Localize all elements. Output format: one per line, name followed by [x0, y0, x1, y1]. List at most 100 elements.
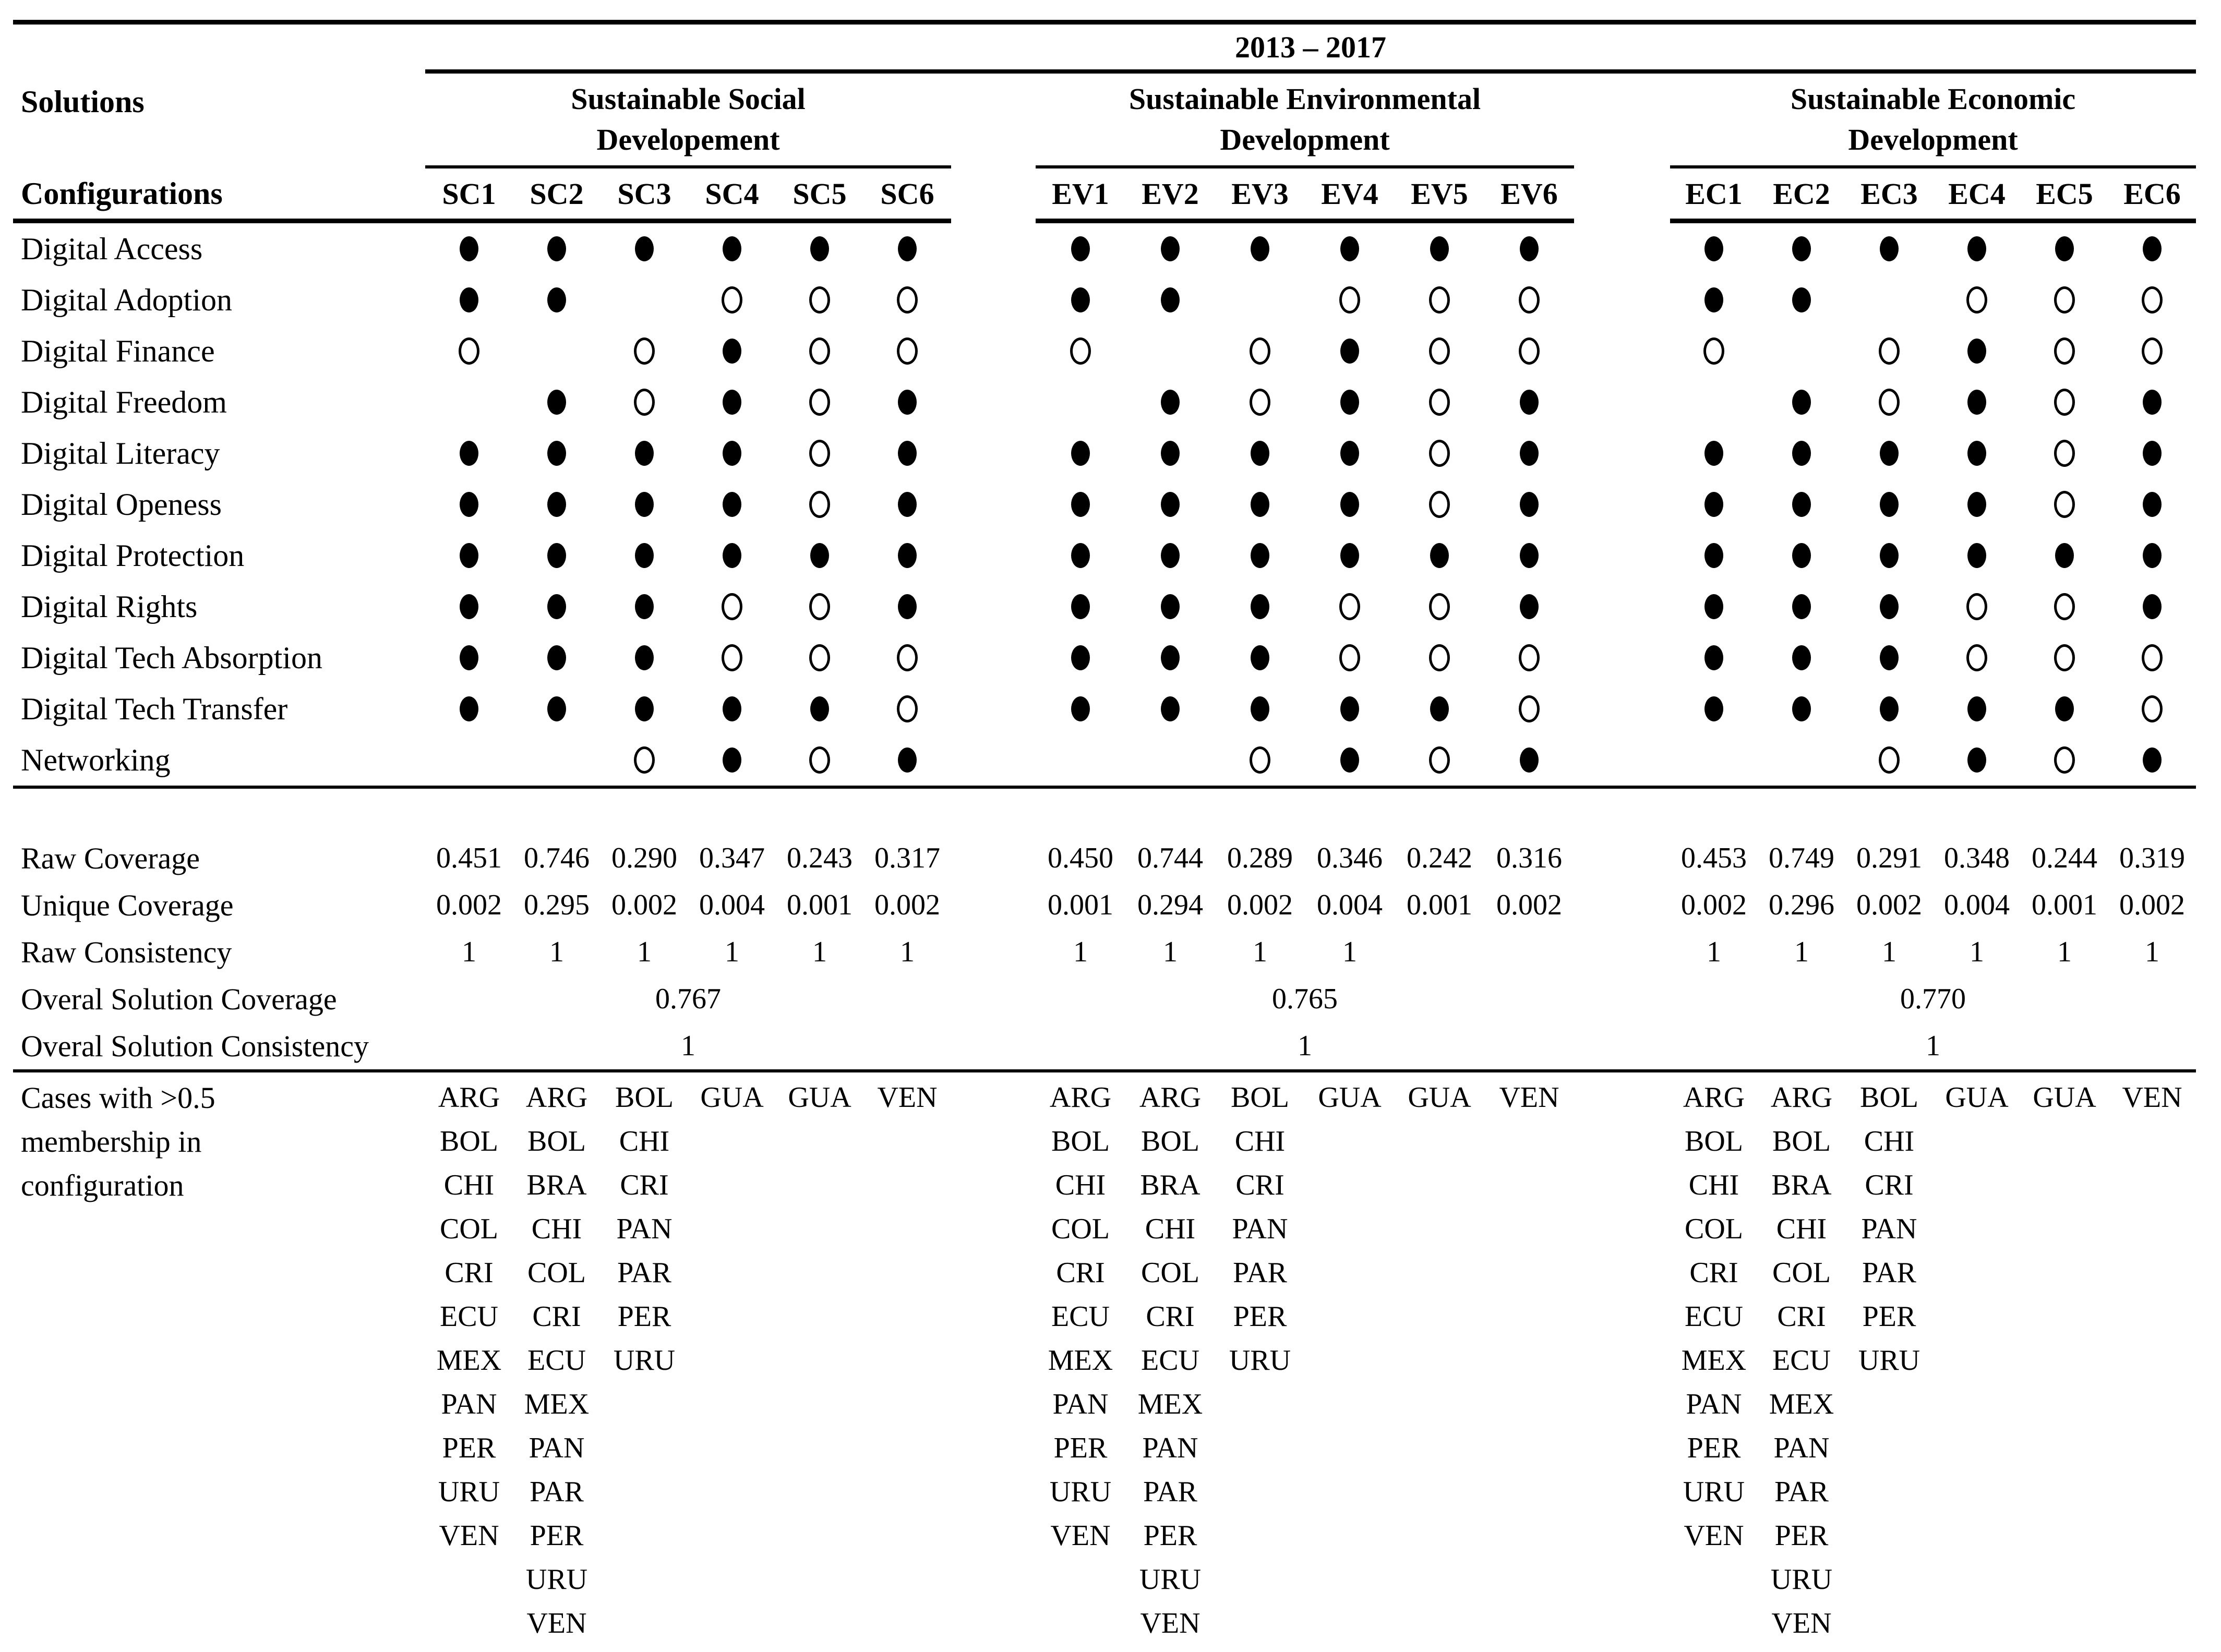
column-gap	[951, 530, 1036, 581]
stat-value: 1	[725, 936, 739, 968]
dot-filled-icon	[1251, 236, 1269, 261]
column-gap	[1574, 975, 1670, 1022]
case-code: CRI	[1689, 1257, 1738, 1289]
dot-cell	[2021, 223, 2108, 274]
column-gap	[1574, 632, 1670, 683]
dot-cell	[425, 223, 513, 274]
cases-label	[13, 1470, 425, 1514]
case-code	[688, 1382, 776, 1426]
stat-value: 0.316	[1496, 842, 1562, 874]
case-code: URU	[1139, 1563, 1202, 1596]
dot-filled-icon	[1792, 287, 1811, 312]
case-code	[1484, 1163, 1574, 1207]
column-header-row: Configurations SC1 SC2 SC3 SC4 SC5 SC6 E…	[13, 168, 2221, 219]
stat-value: 1	[1253, 936, 1267, 968]
case-code: COL	[1051, 1213, 1110, 1245]
dot-filled-icon	[723, 390, 741, 415]
stat-value: 0.244	[2032, 842, 2097, 874]
overall-consistency-row: Overal Solution Consistency 1 1 1	[13, 1022, 2221, 1069]
stat-value: 1	[1707, 936, 1721, 968]
dot-empty-icon	[2054, 593, 2075, 620]
cases-label	[13, 1207, 425, 1251]
col-header-sc1: SC1	[442, 176, 496, 211]
dot-cell	[1670, 581, 1758, 632]
dot-empty-icon	[1250, 337, 1270, 365]
case-code: URU	[613, 1344, 676, 1377]
dot-filled-icon	[1161, 287, 1180, 312]
case-code: CRI	[445, 1257, 494, 1289]
group-title-social-line1: Sustainable Social	[571, 82, 806, 116]
stat-value: 0.002	[1227, 889, 1293, 921]
cases-row: PER PAN PER PAN PER PAN	[13, 1426, 2221, 1470]
dot-cell	[1670, 377, 1758, 428]
dot-cell	[776, 632, 863, 683]
case-code: PAN	[1052, 1388, 1109, 1420]
dot-cell	[1215, 223, 1305, 274]
case-code: ECU	[1772, 1344, 1831, 1377]
case-code: GUA	[1318, 1081, 1382, 1114]
dot-cell	[1125, 530, 1215, 581]
dot-filled-icon	[898, 594, 917, 619]
dot-empty-icon	[1429, 440, 1450, 467]
stat-value: 0.291	[1856, 842, 1922, 874]
stat-value: 0.347	[699, 842, 765, 874]
dot-cell	[425, 683, 513, 734]
dot-empty-icon	[809, 746, 830, 774]
dot-empty-icon	[722, 593, 742, 620]
dot-cell	[1758, 734, 1845, 786]
cases-row: Cases with >0.5 ARG ARG BOL GUA GUA VEN ARG ARG B…	[13, 1076, 2221, 1119]
case-code: VEN	[1499, 1081, 1559, 1114]
condition-row: Digital Protection	[13, 530, 2221, 581]
dot-cell	[1484, 428, 1574, 479]
stat-value: 0.002	[611, 889, 677, 921]
column-gap	[951, 479, 1036, 530]
dot-filled-icon	[635, 441, 654, 466]
case-code: BOL	[1231, 1081, 1289, 1114]
dot-filled-icon	[1161, 441, 1180, 466]
dot-filled-icon	[2055, 543, 2074, 568]
dot-filled-icon	[1880, 594, 1899, 619]
case-code: CRI	[1146, 1300, 1195, 1333]
dot-cell	[2108, 734, 2196, 786]
period-row-spacer	[13, 25, 425, 69]
case-code	[688, 1207, 776, 1251]
dot-filled-icon	[723, 236, 741, 261]
case-code: GUA	[1408, 1081, 1471, 1114]
stat-value: 0.451	[436, 842, 502, 874]
dot-cell	[1036, 530, 1125, 581]
col-header-ev3: EV3	[1231, 176, 1289, 211]
dot-cell	[1845, 377, 1933, 428]
case-code: COL	[440, 1213, 498, 1245]
column-gap	[951, 929, 1036, 975]
raw-consistency-row: Raw Consistency 1 1 1 1 1 1 1 1 1 1 1 1 1 1 1 1	[13, 929, 2221, 975]
case-code: PAN	[1686, 1388, 1742, 1420]
case-code: CHI	[443, 1169, 495, 1201]
dot-empty-icon	[809, 389, 830, 416]
spacer	[0, 789, 2221, 835]
dot-empty-icon	[1429, 746, 1450, 774]
case-code: CHI	[531, 1213, 582, 1245]
dot-empty-icon	[2142, 644, 2163, 671]
dot-empty-icon	[809, 491, 830, 518]
dot-cell	[1484, 377, 1574, 428]
stat-value: 0.002	[2119, 889, 2185, 921]
case-code	[1395, 1339, 1484, 1382]
case-code	[863, 1207, 951, 1251]
dot-cell	[1215, 632, 1305, 683]
dot-empty-icon	[1339, 644, 1360, 671]
dot-cell	[1845, 325, 1933, 377]
dot-empty-icon	[634, 337, 655, 365]
group-title-environmental-line1: Sustainable Environmental	[1128, 82, 1481, 116]
case-code	[1215, 1382, 1305, 1426]
case-code: COL	[527, 1257, 586, 1289]
case-code: PAN	[441, 1388, 497, 1420]
column-gap	[951, 428, 1036, 479]
dot-cell	[1215, 479, 1305, 530]
dot-cell	[1933, 479, 2021, 530]
dot-cell	[688, 530, 776, 581]
dot-cell	[1036, 223, 1125, 274]
stat-value: 1	[812, 936, 827, 968]
case-code	[2021, 1251, 2108, 1295]
dot-cell	[1484, 479, 1574, 530]
dot-cell	[1395, 581, 1484, 632]
